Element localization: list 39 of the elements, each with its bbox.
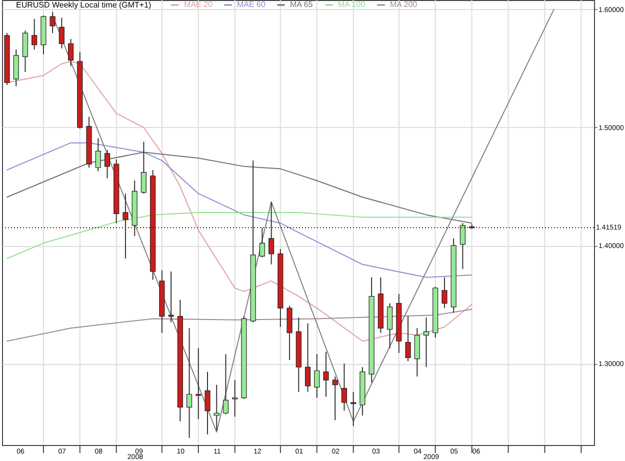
candlestick <box>259 227 265 258</box>
candlestick <box>68 38 74 67</box>
candlestick <box>332 376 338 421</box>
candlestick <box>122 193 128 259</box>
candlestick <box>268 201 274 265</box>
candlestick <box>323 351 329 398</box>
line-series <box>6 152 472 224</box>
legend-label: MA 100 <box>338 0 366 9</box>
candlestick <box>314 354 320 398</box>
line-series <box>6 308 472 342</box>
candlestick <box>140 141 147 194</box>
candlestick <box>13 49 19 87</box>
candlestick <box>304 322 311 392</box>
candlestick <box>232 380 238 418</box>
candlestick <box>22 30 28 73</box>
candlestick <box>414 328 420 378</box>
candlestick <box>341 363 348 412</box>
candlestick <box>104 149 110 179</box>
legend-label: MA 65 <box>290 0 314 9</box>
candlestick <box>32 18 38 50</box>
candlestick <box>58 17 64 49</box>
candlestick <box>350 391 356 427</box>
legend-label: MAE 20 <box>184 0 214 9</box>
candlestick <box>222 354 229 415</box>
candlestick <box>423 317 430 368</box>
legend-label: MAE 60 <box>237 0 266 9</box>
candlestick <box>386 302 393 349</box>
chart-title: EURUSD Weekly Local time (GMT+1) <box>16 0 152 10</box>
candlestick <box>50 11 56 34</box>
candlestick <box>214 384 220 432</box>
candlestick <box>95 138 101 172</box>
candlestick <box>460 222 466 270</box>
line-series <box>6 142 472 278</box>
candlestick <box>204 371 210 435</box>
candlestick <box>168 270 174 323</box>
candlestick <box>186 328 192 438</box>
candlestick <box>442 276 448 309</box>
candlestick <box>405 316 411 362</box>
legend-label: MA 200 <box>390 0 418 9</box>
